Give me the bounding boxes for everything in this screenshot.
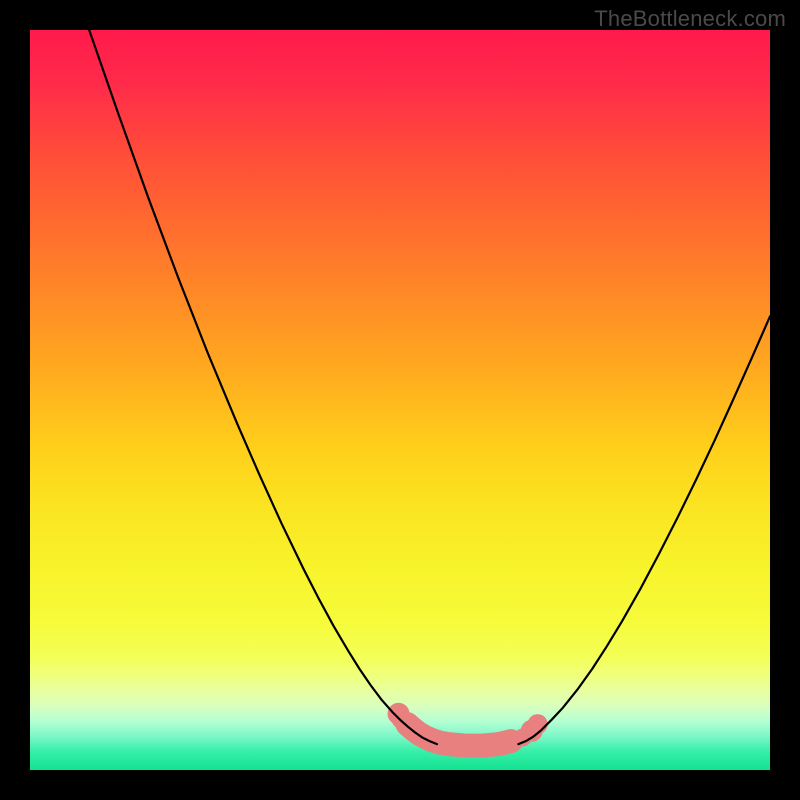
bottleneck-curve-chart (0, 0, 800, 800)
chart-plot-bg (30, 30, 770, 770)
chart-container: TheBottleneck.com (0, 0, 800, 800)
optimal-range-blob (528, 714, 548, 734)
